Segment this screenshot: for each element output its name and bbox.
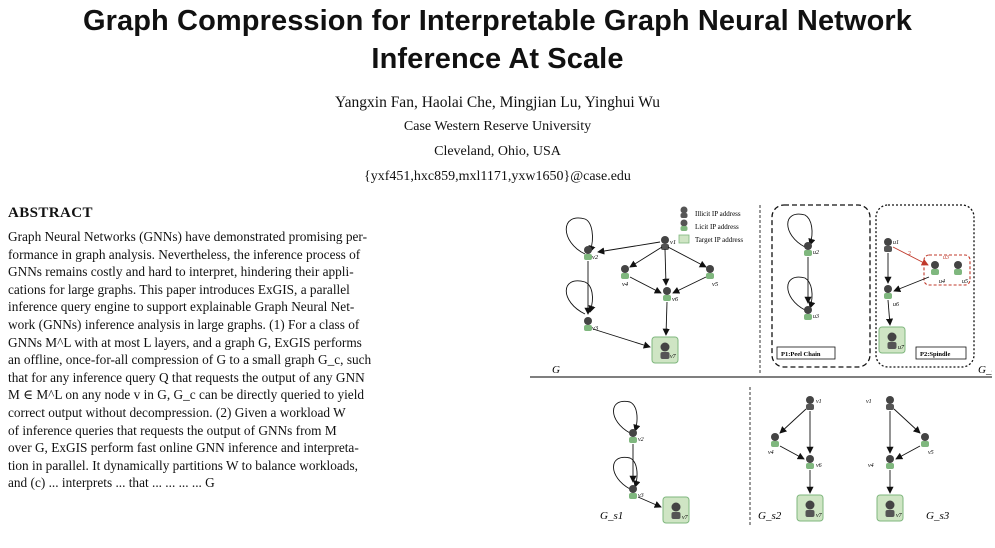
person-icon xyxy=(886,455,894,469)
legend-licit-label: Licit IP address xyxy=(695,223,739,231)
person-icon xyxy=(884,285,892,299)
legend-target-label: Target IP address xyxy=(695,236,743,244)
graph-label-gc: G_c xyxy=(978,364,992,376)
location: Cleveland, Ohio, USA xyxy=(434,144,561,159)
author-list: Yangxin Fan, Haolai Che, Mingjian Lu, Yi… xyxy=(334,94,660,111)
person-icon xyxy=(805,500,815,517)
abstract-line: tion in parallel. It dynamically partiti… xyxy=(8,457,358,473)
abstract-heading: ABSTRACT xyxy=(8,205,93,221)
graph-label-gs2: G_s2 xyxy=(758,510,782,522)
target-ip-swatch xyxy=(678,234,690,244)
node-label: v4 xyxy=(768,449,774,456)
node-label: u4 xyxy=(939,278,945,285)
node-label: v5 xyxy=(712,281,719,288)
node-label: v1 xyxy=(866,399,872,405)
abstract-line: work (GNNs) inference analysis in large … xyxy=(8,316,360,332)
node-label: u7 xyxy=(898,345,905,351)
abstract-line: GNNs remains costly and hard to interpre… xyxy=(8,264,354,280)
illicit-ip-icon xyxy=(680,206,688,218)
node-label: v2 xyxy=(592,254,599,261)
node-label: u1 xyxy=(893,240,899,246)
person-icon xyxy=(804,242,812,256)
node-label: v7 xyxy=(670,354,677,360)
person-icon xyxy=(804,306,812,320)
node-label: u3 xyxy=(943,255,949,261)
paper-title-line-1: Graph Compression for Interpretable Grap… xyxy=(82,5,913,37)
node-label: v3 xyxy=(638,493,644,499)
node-label: v2 xyxy=(638,437,644,443)
node-label: v3 xyxy=(592,325,599,332)
person-icon xyxy=(921,433,929,447)
edge-weight-label: 2 xyxy=(908,251,911,257)
abstract-line: of inference queries that requests the o… xyxy=(8,422,337,438)
node-label: v4 xyxy=(622,281,629,288)
person-icon xyxy=(663,287,671,301)
abstract-line: an offline, once-for-all compression of … xyxy=(8,352,372,368)
graph-label-g: G xyxy=(552,364,560,376)
person-icon xyxy=(706,265,714,279)
affiliation: Case Western Reserve University xyxy=(403,119,592,134)
person-icon xyxy=(884,238,892,252)
person-icon xyxy=(886,396,894,410)
person-icon xyxy=(671,502,681,519)
node-label: u2 xyxy=(813,250,819,256)
legend-illicit-label: Illicit IP address xyxy=(695,210,741,218)
person-icon xyxy=(887,332,897,349)
node-label: v7 xyxy=(682,515,689,521)
node-label: v4 xyxy=(868,462,874,469)
person-icon xyxy=(806,396,814,410)
abstract-line: Graph Neural Networks (GNNs) have demons… xyxy=(8,229,368,244)
graph-label-gs1: G_s1 xyxy=(600,510,623,522)
abstract-body: Graph Neural Networks (GNNs) have demons… xyxy=(8,228,498,492)
panel-label-peel-chain: P1:Peel Chain xyxy=(781,351,821,358)
person-icon xyxy=(584,317,592,331)
abstract-line: that for any inference query Q that requ… xyxy=(8,369,365,385)
node-label: v1 xyxy=(670,239,676,246)
abstract-line: cations for large graphs. This paper int… xyxy=(8,281,350,297)
emails: {yxf451,hxc859,mxl1171,yxw1650}@case.edu xyxy=(364,169,631,184)
person-icon xyxy=(806,455,814,469)
graph-gs3: v1 v5 v4 v7 G_s3 xyxy=(866,396,950,522)
abstract-line: M ∈ M^L on any node v in G, G_c can be d… xyxy=(8,387,365,403)
licit-ip-icon xyxy=(680,219,688,231)
panel-peel-chain: u2 u3 P1:Peel Chain xyxy=(771,204,871,368)
abstract-line: over G, ExGIS perform fast online GNN in… xyxy=(8,440,359,456)
graph-label-gs3: G_s3 xyxy=(926,510,950,522)
graph-gs1: v2 v3 v7 G_s1 xyxy=(600,400,690,524)
abstract-line: GNNs M^L with at most L layers, and a gr… xyxy=(8,334,362,350)
node-label: v7 xyxy=(816,513,823,519)
abstract-line: correct output without decompression. (2… xyxy=(8,404,346,420)
graph-compression-figure: Illicit IP address Licit IP address Targ… xyxy=(530,204,992,527)
node-label: u5 xyxy=(962,279,968,285)
node-label: v1 xyxy=(816,399,822,405)
node-label: v6 xyxy=(816,463,822,469)
person-icon xyxy=(629,485,637,499)
person-icon xyxy=(629,429,637,443)
node-label: u6 xyxy=(893,302,899,308)
person-icon xyxy=(885,500,895,517)
abstract-line: formance in graph analysis. Nevertheless… xyxy=(8,246,361,262)
node-label: v6 xyxy=(672,296,679,303)
node-label: v5 xyxy=(928,450,934,456)
person-icon xyxy=(621,265,629,279)
node-label: u3 xyxy=(813,314,819,320)
node-label: v7 xyxy=(896,513,903,519)
person-icon xyxy=(931,261,939,275)
graph-gs2: v1 v4 v6 v7 G_s2 xyxy=(758,396,824,522)
panel-spindle: 2 u1 u3 u4 u5 u6 u7 P2:Spindle G_c xyxy=(875,204,992,376)
paper-title-line-2: Inference At Scale xyxy=(371,43,624,75)
abstract-line: and (c) ... interprets ... that ... ... … xyxy=(8,475,215,491)
graph-g: v1 v2 v3 v4 v5 v6 v7 G xyxy=(552,217,719,376)
abstract-line: inference query engine to support explai… xyxy=(8,299,355,315)
person-icon xyxy=(954,261,962,275)
person-icon xyxy=(584,246,592,260)
legend: Illicit IP address Licit IP address Targ… xyxy=(678,206,743,244)
person-icon xyxy=(661,236,669,250)
panel-label-spindle: P2:Spindle xyxy=(920,351,950,358)
person-icon xyxy=(660,342,670,359)
person-icon xyxy=(771,433,779,447)
